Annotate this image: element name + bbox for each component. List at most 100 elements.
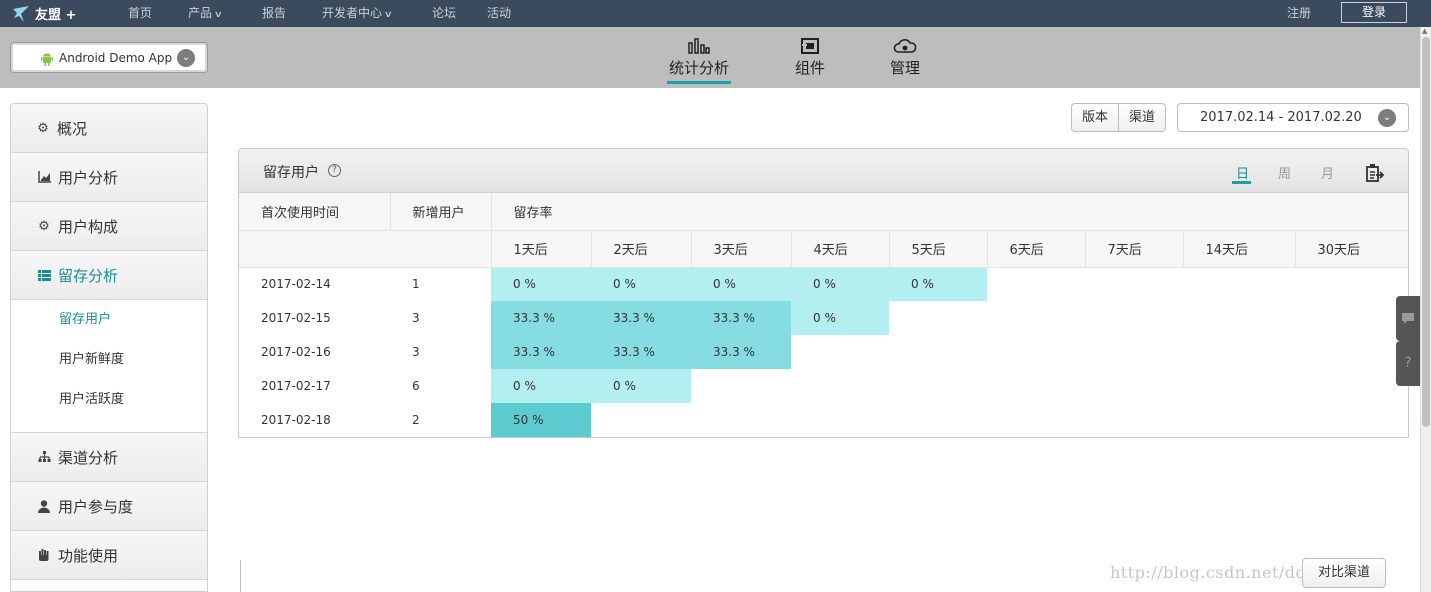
retention-rate-cell	[791, 335, 889, 369]
new-users-cell: 6	[412, 379, 420, 393]
column-header-day: 14天后	[1182, 230, 1295, 268]
export-icon[interactable]	[1364, 163, 1384, 183]
sidebar-item-channel-analysis[interactable]: 渠道分析	[11, 433, 207, 482]
retention-rate-cell	[1085, 267, 1183, 301]
table-row: 2017-02-15 3 33.3 % 33.3 % 33.3 % 0 %	[239, 301, 1408, 335]
retention-rate-cell: 0 %	[889, 267, 987, 301]
period-week[interactable]: 周	[1278, 167, 1292, 182]
product-header: Android Demo App ⌄ 统计分析 组件 管理	[0, 27, 1420, 88]
nav-events[interactable]: 活动	[487, 6, 512, 20]
scroll-up-arrow-icon[interactable]: ▲	[1422, 27, 1428, 35]
submenu-retained-users[interactable]: 留存用户	[59, 312, 112, 327]
submenu-user-activity[interactable]: 用户活跃度	[59, 392, 125, 407]
retention-rate-cell	[1295, 403, 1408, 437]
sidebar-item-feature-usage[interactable]: 功能使用	[11, 531, 207, 580]
retention-rate-cell	[889, 403, 987, 437]
empty-header-cell	[390, 230, 491, 268]
vertical-scrollbar[interactable]: ▲	[1420, 27, 1431, 592]
channel-button[interactable]: 渠道	[1118, 104, 1165, 131]
retention-rate-cell: 0 %	[491, 267, 591, 301]
version-button[interactable]: 版本	[1082, 110, 1109, 125]
date-range-picker[interactable]: 2017.02.14 - 2017.02.20 ⌄	[1177, 103, 1409, 132]
new-users-cell: 3	[412, 311, 420, 325]
retention-rate-cell	[1085, 403, 1183, 437]
panel-header: 留存用户 ? 日 周 月	[239, 149, 1408, 193]
retention-rate-cell: 33.3 %	[691, 335, 791, 369]
retention-rate-cell	[889, 301, 987, 335]
table-row: 2017-02-14 1 0 % 0 % 0 % 0 % 0 %	[239, 267, 1408, 301]
sidebar-item-retention[interactable]: 留存分析	[11, 251, 207, 300]
retention-rate-cell	[987, 403, 1085, 437]
retention-rate-cell: 50 %	[491, 403, 591, 437]
nav-home[interactable]: 首页	[128, 6, 153, 20]
table-row: 2017-02-18 2 50 %	[239, 403, 1408, 437]
retention-rate-cell	[1085, 335, 1183, 369]
date-range-value: 2017.02.14 - 2017.02.20	[1200, 110, 1362, 125]
retention-rate-cell: 33.3 %	[591, 335, 691, 369]
column-header-day: 1天后	[490, 230, 591, 268]
empty-header-cell	[239, 230, 390, 268]
tab-statistics[interactable]: 统计分析	[667, 37, 731, 84]
app-selector[interactable]: Android Demo App ⌄	[10, 42, 208, 73]
chevron-down-icon: ⌄	[1378, 109, 1396, 127]
sidebar-item-engagement[interactable]: 用户参与度	[11, 482, 207, 531]
sitemap-icon	[36, 449, 52, 465]
retention-submenu: 留存用户 用户新鲜度 用户活跃度	[11, 300, 207, 433]
sidebar: ⚙ 概况 用户分析 ⚙ 用户构成 留存分析 留存用户 用户新鲜度 用户活跃度 渠道分…	[10, 103, 208, 592]
compare-channels-button[interactable]: 对比渠道	[1302, 558, 1386, 588]
login-button[interactable]: 登录	[1341, 2, 1407, 23]
nav-reports[interactable]: 报告	[262, 6, 287, 20]
first-use-date-cell: 2017-02-16	[261, 345, 331, 359]
column-header-day: 4天后	[790, 230, 889, 268]
register-link[interactable]: 注册	[1287, 6, 1312, 20]
table-subheader-row: 1天后 2天后 3天后 4天后 5天后 6天后 7天后 14天后 30天后	[239, 230, 1408, 268]
nav-products[interactable]: 产品 ∨	[188, 0, 223, 27]
retention-rate-cell: 33.3 %	[491, 301, 591, 335]
first-use-date-cell: 2017-02-17	[261, 379, 331, 393]
tab-management[interactable]: 管理	[888, 37, 922, 78]
chevron-down-icon[interactable]: ⌄	[177, 49, 195, 67]
period-month[interactable]: 月	[1321, 167, 1335, 182]
retention-rate-cell	[1183, 335, 1295, 369]
gears-icon: ⚙	[37, 120, 49, 136]
retention-rate-cell: 0 %	[591, 267, 691, 301]
sidebar-item-user-composition[interactable]: ⚙ 用户构成	[11, 202, 207, 251]
submenu-user-freshness[interactable]: 用户新鲜度	[59, 352, 125, 367]
retention-rate-cell	[1085, 301, 1183, 335]
sidebar-item-overview[interactable]: ⚙ 概况	[11, 104, 207, 153]
retention-table: 首次使用时间 新增用户 留存率 1天后 2天后 3天后 4天后 5天后 6天后 …	[239, 193, 1408, 437]
help-icon[interactable]: ?	[328, 164, 341, 177]
retention-rate-cell	[987, 369, 1085, 403]
retention-rate-cell	[1295, 301, 1408, 335]
app-name: Android Demo App	[59, 50, 173, 65]
grid-list-icon	[36, 267, 52, 283]
help-tab[interactable]: ?	[1396, 341, 1420, 386]
retention-rate-cell	[1183, 403, 1295, 437]
scrollbar-thumb[interactable]	[1422, 37, 1430, 427]
column-header-day: 6天后	[986, 230, 1085, 268]
column-header-first-use: 首次使用时间	[239, 193, 390, 231]
question-icon: ?	[1404, 355, 1412, 371]
tab-components[interactable]: 组件	[793, 37, 827, 78]
retention-rate-cell: 33.3 %	[691, 301, 791, 335]
feedback-tab[interactable]	[1396, 296, 1420, 341]
retention-rate-cell	[691, 403, 791, 437]
retention-rate-cell	[1183, 369, 1295, 403]
column-header-day: 5天后	[888, 230, 987, 268]
retention-rate-cell	[1295, 335, 1408, 369]
chevron-down-icon: ∨	[213, 10, 223, 20]
retention-rate-cell	[591, 403, 691, 437]
cloud-gear-icon	[893, 39, 917, 53]
retention-rate-cell: 0 %	[791, 267, 889, 301]
period-day[interactable]: 日	[1232, 163, 1251, 184]
sidebar-item-user-analysis[interactable]: 用户分析	[11, 153, 207, 202]
umeng-logo[interactable]: 友盟 +	[12, 3, 76, 24]
nav-forum[interactable]: 论坛	[432, 6, 457, 20]
android-icon	[41, 53, 53, 66]
retention-rate-cell	[987, 267, 1085, 301]
retention-rate-cell	[791, 369, 889, 403]
nav-developer-center[interactable]: 开发者中心 ∨	[322, 0, 393, 27]
retention-rate-cell	[1085, 369, 1183, 403]
table-row: 2017-02-17 6 0 % 0 %	[239, 369, 1408, 403]
column-header-retention: 留存率	[490, 193, 1408, 231]
